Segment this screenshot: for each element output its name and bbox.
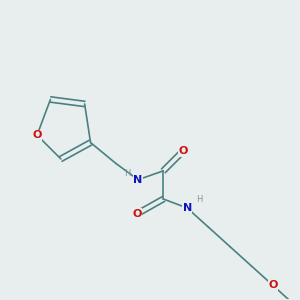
Text: O: O — [179, 146, 188, 157]
Text: H: H — [124, 169, 130, 178]
Text: O: O — [32, 130, 42, 140]
Text: N: N — [134, 175, 143, 185]
Text: N: N — [182, 203, 192, 213]
Text: H: H — [196, 195, 202, 204]
Text: O: O — [268, 280, 278, 290]
Text: O: O — [133, 209, 142, 219]
